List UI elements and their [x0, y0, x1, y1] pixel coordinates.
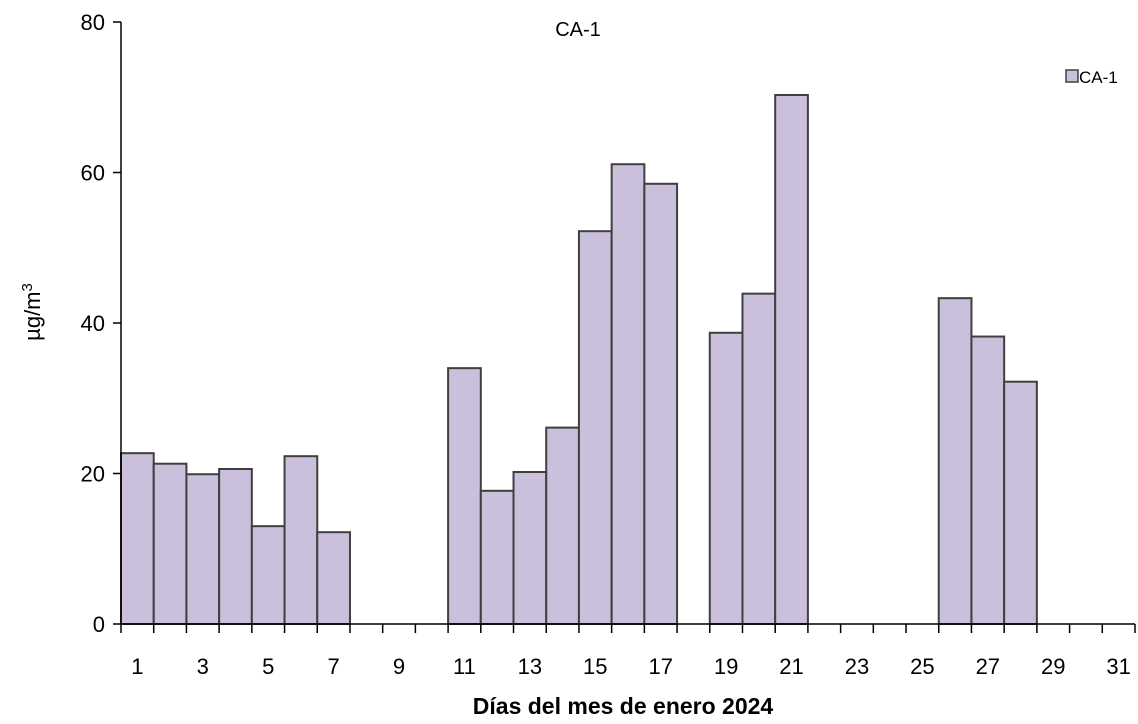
legend: CA-1: [1065, 68, 1118, 87]
x-tick-label: 25: [910, 654, 934, 679]
y-tick-label: 40: [81, 311, 105, 336]
x-axis-title: Días del mes de enero 2024: [473, 693, 774, 719]
x-tick-label: 29: [1041, 654, 1065, 679]
x-tick-label: 5: [262, 654, 274, 679]
x-tick-label: 17: [648, 654, 672, 679]
bar-day-21: [774, 93, 809, 626]
bar-day-15: [577, 230, 613, 625]
bar-day-20: [741, 292, 777, 625]
chart-title: CA-1: [555, 19, 601, 41]
y-tick-label: 0: [93, 612, 105, 637]
x-tick-label: 1: [131, 654, 143, 679]
bar-day-14: [545, 426, 580, 625]
bar-day-7: [316, 531, 351, 626]
bar-day-3: [185, 473, 221, 625]
legend-swatch: [1065, 69, 1079, 83]
y-axis-title: µg/m3: [19, 283, 45, 341]
bar-day-27: [970, 335, 1006, 625]
bar-day-13: [512, 471, 548, 625]
bar-day-4: [218, 467, 253, 625]
x-tick-label: 11: [453, 654, 476, 679]
x-tick-label: 13: [518, 654, 542, 679]
bar-day-19: [708, 331, 744, 625]
x-tick-label: 3: [197, 654, 209, 679]
legend-label: CA-1: [1079, 68, 1118, 87]
bar-day-6: [283, 455, 319, 625]
x-tick-label: 23: [845, 654, 869, 679]
bar-day-17: [643, 182, 679, 625]
bars-group: [120, 93, 1038, 626]
x-tick-label: 19: [714, 654, 738, 679]
x-tick-label: 7: [327, 654, 339, 679]
y-tick-label: 20: [81, 462, 105, 487]
bar-day-2: [152, 462, 188, 625]
bar-day-5: [250, 525, 286, 625]
bar-day-11: [447, 367, 482, 625]
y-axis-title-superscript: 3: [19, 283, 36, 291]
bar-day-12: [479, 489, 515, 625]
bar-day-26: [937, 297, 973, 625]
y-axis-title-main: µg/m: [20, 291, 45, 340]
y-tick-label: 60: [81, 161, 105, 186]
bar-day-28: [1003, 380, 1038, 625]
x-tick-label: 15: [583, 654, 607, 679]
x-tick-label: 31: [1106, 654, 1130, 679]
x-tick-label: 27: [976, 654, 1000, 679]
x-tick-label: 9: [393, 654, 405, 679]
bar-day-16: [610, 163, 646, 625]
x-tick-label: 21: [779, 654, 803, 679]
y-tick-label: 80: [81, 10, 105, 35]
bar-day-1: [120, 452, 155, 625]
